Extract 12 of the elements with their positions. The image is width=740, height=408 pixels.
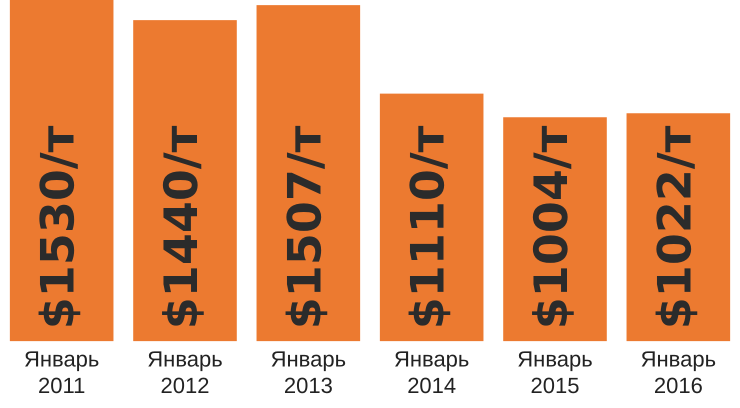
data-label: $1022/т	[647, 125, 702, 330]
x-tick-label: Январь 2015	[517, 346, 593, 398]
x-tick-label: Январь 2011	[24, 346, 100, 398]
x-tick-label: Январь 2014	[394, 346, 470, 398]
x-tick-label: Январь 2012	[147, 346, 223, 398]
data-label: $1110/т	[400, 125, 455, 330]
data-label: $1440/т	[154, 125, 208, 330]
data-label: $1507/т	[277, 125, 332, 330]
data-label: $1530/т	[30, 125, 85, 330]
x-tick-label: Январь 2013	[270, 346, 346, 398]
x-tick-label: Январь 2016	[640, 346, 716, 398]
data-label: $1004/т	[524, 125, 578, 330]
